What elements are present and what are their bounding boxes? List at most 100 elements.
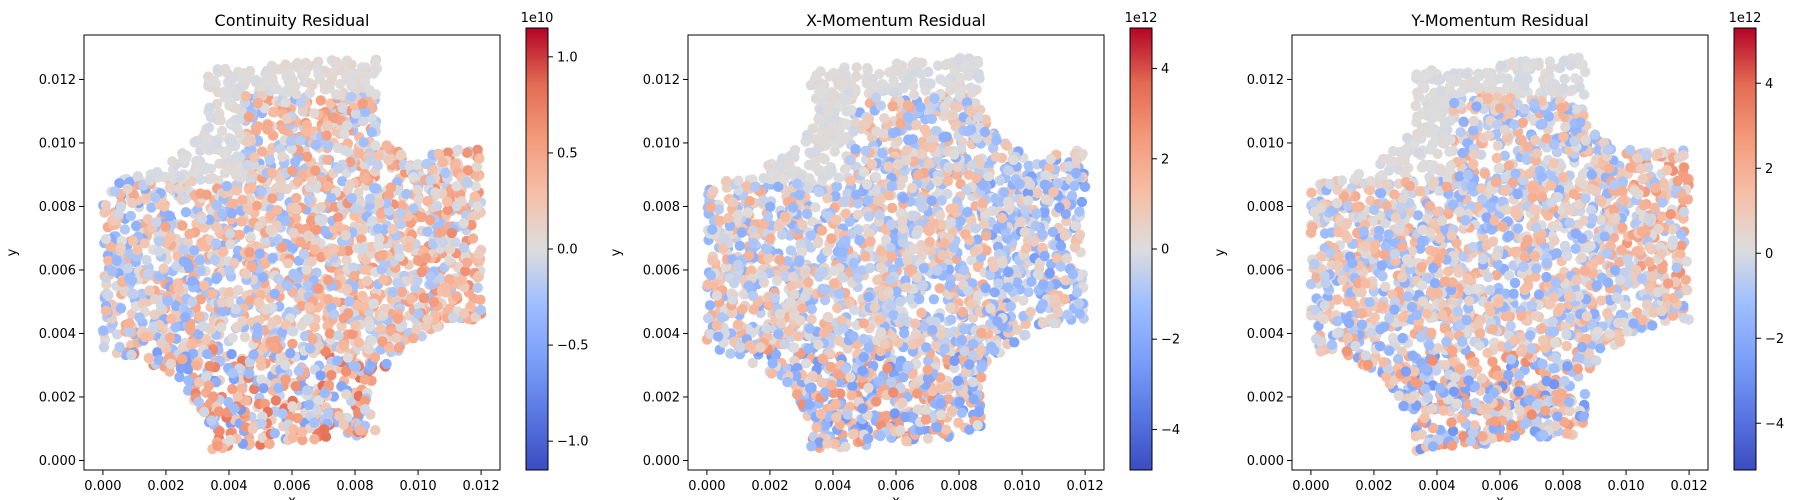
scatter-point bbox=[167, 156, 178, 167]
scatter-point bbox=[308, 108, 320, 119]
scatter-point bbox=[360, 404, 371, 415]
scatter-point bbox=[307, 333, 318, 345]
scatter-point bbox=[310, 139, 322, 151]
scatter-point bbox=[408, 172, 419, 183]
scatter-point bbox=[183, 375, 194, 386]
scatter-point bbox=[378, 274, 389, 285]
scatter-point bbox=[290, 60, 302, 71]
scatter-point bbox=[461, 176, 473, 188]
scatter-point bbox=[352, 203, 363, 215]
scatter-point bbox=[323, 274, 334, 286]
colorbar-tick-label: −1.0 bbox=[557, 435, 589, 450]
panel-1: 0.000 0.002 0.004 0.006 0.008 0.010 0.0120.000… bbox=[5, 11, 589, 500]
scatter-point bbox=[359, 301, 370, 312]
scatter-point bbox=[220, 63, 231, 75]
scatter-point bbox=[224, 96, 235, 107]
scatter-point bbox=[249, 383, 260, 395]
scatter-point bbox=[203, 380, 215, 391]
scatter-point bbox=[395, 150, 406, 161]
scatter-point bbox=[301, 264, 312, 275]
scatter-point bbox=[451, 181, 462, 192]
scatter-point bbox=[197, 321, 209, 332]
scatter-point bbox=[281, 113, 293, 125]
scatter-point bbox=[935, 74, 946, 85]
scatter-point bbox=[216, 125, 228, 137]
scatter-point bbox=[194, 311, 205, 322]
scatter-point bbox=[822, 438, 833, 449]
scatter-point bbox=[1079, 181, 1091, 192]
scatter-point bbox=[958, 324, 970, 335]
scatter-point bbox=[858, 318, 869, 329]
scatter-point bbox=[761, 323, 772, 334]
scatter-point bbox=[1037, 298, 1049, 310]
scatter-point bbox=[422, 195, 433, 207]
scatter-point bbox=[704, 300, 716, 311]
scatter-point bbox=[373, 197, 385, 208]
scatter-point bbox=[205, 163, 216, 174]
scatter-point bbox=[301, 385, 313, 396]
scatter-point bbox=[180, 154, 191, 165]
scatter-point bbox=[290, 381, 302, 392]
scatter-point bbox=[269, 342, 280, 354]
scatter-point bbox=[849, 304, 860, 316]
scatter-point bbox=[393, 243, 404, 255]
scatter-point bbox=[373, 150, 384, 162]
scatter-point bbox=[425, 271, 436, 282]
scatter-point bbox=[214, 426, 225, 437]
scatter-point bbox=[236, 216, 247, 227]
scatter-point bbox=[395, 208, 406, 219]
scatter-point bbox=[304, 302, 315, 313]
scatter-point bbox=[1032, 187, 1044, 199]
scatter-point bbox=[187, 276, 198, 287]
scatter-point bbox=[945, 302, 956, 313]
scatter-point bbox=[377, 250, 388, 261]
scatter-point bbox=[211, 273, 222, 285]
colorbar-tick-label: 1.0 bbox=[557, 50, 578, 65]
scatter-point bbox=[126, 349, 137, 361]
scatter-point bbox=[391, 332, 402, 344]
scatter-point bbox=[863, 291, 874, 303]
x-axis-label: x bbox=[288, 494, 296, 500]
scatter-point bbox=[725, 348, 736, 359]
scatter-point bbox=[141, 254, 152, 266]
scatter-point bbox=[164, 210, 176, 222]
scatter-point bbox=[963, 286, 974, 297]
scatter-point bbox=[816, 225, 828, 236]
scatter-point bbox=[358, 224, 369, 235]
scatter-point bbox=[783, 158, 795, 169]
scatter-point bbox=[301, 119, 313, 131]
scatter-point bbox=[1037, 229, 1048, 240]
scatter-point bbox=[297, 426, 308, 438]
scatter-point bbox=[1026, 276, 1037, 287]
scatter-point bbox=[180, 207, 192, 218]
scatter-point bbox=[225, 136, 236, 148]
scatter-point bbox=[956, 407, 968, 418]
scatter-point bbox=[234, 152, 246, 163]
scatter-point bbox=[467, 233, 479, 244]
scatter-point bbox=[810, 202, 821, 213]
scatter-point bbox=[123, 273, 135, 284]
scatter-point bbox=[782, 376, 793, 388]
scatter-point bbox=[358, 115, 369, 127]
scatter-point bbox=[803, 182, 814, 194]
scatter-point bbox=[173, 183, 185, 195]
scatter-point bbox=[733, 175, 744, 186]
scatter-point bbox=[227, 332, 238, 343]
scatter-point bbox=[1003, 266, 1014, 278]
scatter-point bbox=[122, 183, 133, 195]
scatter-point bbox=[248, 349, 259, 360]
scatter-point bbox=[369, 352, 381, 363]
scatter-point bbox=[264, 438, 275, 449]
scatter-point bbox=[373, 223, 384, 234]
scatter-point bbox=[888, 387, 899, 398]
scatter-point bbox=[275, 182, 286, 193]
scatter-point bbox=[917, 149, 928, 160]
scatter-point bbox=[901, 436, 912, 447]
scatter-point bbox=[203, 71, 214, 82]
scatter-point bbox=[807, 370, 818, 382]
scatter-point bbox=[225, 160, 236, 172]
colorbar-tick-label: 0.5 bbox=[557, 146, 578, 161]
scatter-point bbox=[1003, 282, 1014, 293]
scatter-point bbox=[1005, 301, 1016, 312]
scatter-point bbox=[178, 244, 189, 255]
